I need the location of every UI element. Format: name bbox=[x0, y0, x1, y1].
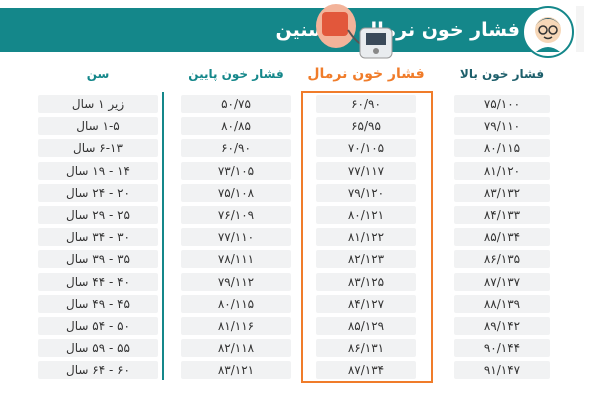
table-cell: ۸۷/۱۳۷ bbox=[454, 272, 550, 291]
divider bbox=[162, 92, 164, 380]
table-cell: ۸۰/۱۱۵ bbox=[454, 139, 550, 158]
table-cell: ۷۵/۱۰۰ bbox=[454, 95, 550, 113]
table-cell: ۴۰ - ۴۴ سال bbox=[38, 272, 158, 291]
table-cell: ۸۱/۱۱۶ bbox=[181, 317, 291, 335]
table-cell: ۲۵ - ۲۹ سال bbox=[38, 206, 158, 224]
table-cell: ۸۰/۱۱۵ bbox=[181, 294, 291, 313]
table-cell: ۸۴/۱۲۷ bbox=[316, 294, 416, 313]
monitor-illustration bbox=[316, 4, 393, 59]
table-cell: ۹۰/۱۴۴ bbox=[454, 339, 550, 358]
table-cell: ۸۱/۱۲۰ bbox=[454, 161, 550, 180]
column-header: فشار خون نرمال bbox=[307, 66, 425, 82]
table-cell: ۸۵/۱۳۴ bbox=[454, 228, 550, 247]
table-cell: ۸۳/۱۲۵ bbox=[316, 272, 416, 291]
table-cell: ۸۶/۱۳۵ bbox=[454, 250, 550, 269]
table-cell: ۸۲/۱۲۳ bbox=[316, 250, 416, 269]
table-cell: ۵۵ - ۵۹ سال bbox=[38, 339, 158, 358]
table-cell: ۶-۱۳ سال bbox=[38, 139, 158, 158]
table-cell: ۷۵/۱۰۸ bbox=[181, 183, 291, 202]
table-cell: ۷۸/۱۱۱ bbox=[181, 250, 291, 269]
table-cell: ۱۴ - ۱۹ سال bbox=[38, 161, 158, 180]
table-cell: ۷۰/۱۰۵ bbox=[316, 139, 416, 158]
table-cell: ۸۹/۱۴۲ bbox=[454, 317, 550, 335]
logo bbox=[522, 6, 574, 58]
table-cell: ۳۵ - ۳۹ سال bbox=[38, 250, 158, 269]
header-band bbox=[0, 8, 562, 52]
table-cell: ۹۱/۱۴۷ bbox=[454, 361, 550, 380]
column-header: فشار خون بالا bbox=[459, 67, 545, 81]
column-header: سن bbox=[86, 67, 110, 81]
table-cell: ۸۳/۱۳۲ bbox=[454, 183, 550, 202]
table-cell: ۸۰/۸۵ bbox=[181, 117, 291, 136]
table-cell: ۷۹/۱۱۰ bbox=[454, 117, 550, 136]
table-cell: ۷۶/۱۰۹ bbox=[181, 206, 291, 224]
table-cell: ۶۵/۹۵ bbox=[316, 117, 416, 136]
table-cell: ۳۰ - ۳۴ سال bbox=[38, 228, 158, 247]
table-cell: ۸۲/۱۱۸ bbox=[181, 339, 291, 358]
table-cell: ۴۵ - ۴۹ سال bbox=[38, 294, 158, 313]
table-cell: ۷۳/۱۰۵ bbox=[181, 161, 291, 180]
table-cell: ۶۰/۹۰ bbox=[181, 139, 291, 158]
table-cell: ۸۶/۱۳۱ bbox=[316, 339, 416, 358]
highlight-frame bbox=[301, 91, 433, 383]
table-cell: ۸۷/۱۳۴ bbox=[316, 361, 416, 380]
table-cell: ۶۰ - ۶۴ سال bbox=[38, 361, 158, 380]
table-cell: ۵۰ - ۵۴ سال bbox=[38, 317, 158, 335]
table-cell: ۵۰/۷۵ bbox=[181, 95, 291, 113]
table-cell: ۸۳/۱۲۱ bbox=[181, 361, 291, 380]
table-cell: ۷۷/۱۱۷ bbox=[316, 161, 416, 180]
table-cell: ۲۰ - ۲۴ سال bbox=[38, 183, 158, 202]
table-cell: ۷۷/۱۱۰ bbox=[181, 228, 291, 247]
table-cell: ۸۸/۱۳۹ bbox=[454, 294, 550, 313]
table-cell: ۷۹/۱۲۰ bbox=[316, 183, 416, 202]
table-cell: ۶۰/۹۰ bbox=[316, 95, 416, 113]
table-cell: ۸۱/۱۲۲ bbox=[316, 228, 416, 247]
watermark bbox=[576, 6, 584, 52]
table-cell: ۸۴/۱۳۳ bbox=[454, 206, 550, 224]
table-cell: زیر ۱ سال bbox=[38, 95, 158, 113]
table-cell: ۸۰/۱۲۱ bbox=[316, 206, 416, 224]
table-cell: ۷۹/۱۱۲ bbox=[181, 272, 291, 291]
column-header: فشار خون پایین bbox=[188, 67, 284, 81]
table-cell: ۱-۵ سال bbox=[38, 117, 158, 136]
table-cell: ۸۵/۱۲۹ bbox=[316, 317, 416, 335]
